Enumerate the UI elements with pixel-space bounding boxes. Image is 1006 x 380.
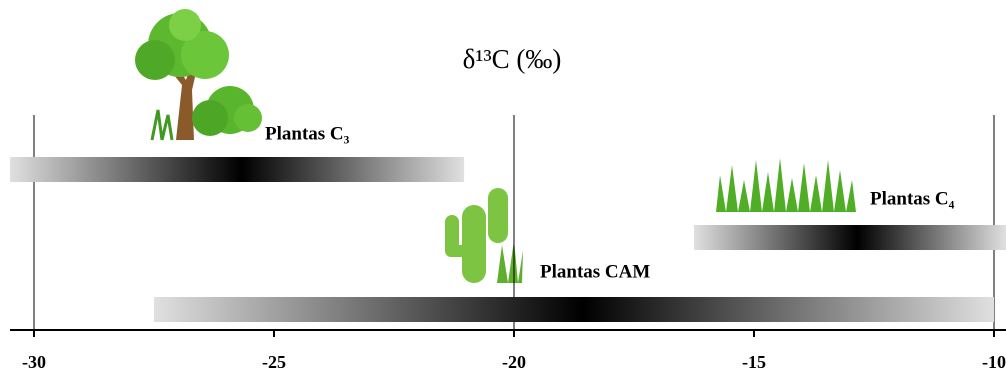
range-bar	[154, 297, 994, 322]
x-tick-label: -25	[262, 352, 286, 372]
range-bar	[10, 157, 464, 182]
series-label: Plantas CAM	[540, 261, 650, 282]
tree-icon	[135, 9, 262, 140]
x-tick-label: -30	[22, 352, 46, 372]
series-label: Plantas C₄	[870, 188, 955, 209]
range-bar	[694, 225, 1006, 250]
cactus-icon	[445, 188, 523, 283]
x-tick-label: -20	[502, 352, 526, 372]
series-label: Plantas C₃	[265, 123, 350, 144]
chart: δ¹³C (‰) Plantas C₃ Plantas C₄ Plantas CAM…	[0, 0, 1006, 380]
x-tick-label: -10	[982, 352, 1006, 372]
x-tick-label: -15	[742, 352, 766, 372]
chart-title: δ¹³C (‰)	[463, 44, 562, 74]
grass-icon	[716, 158, 856, 212]
